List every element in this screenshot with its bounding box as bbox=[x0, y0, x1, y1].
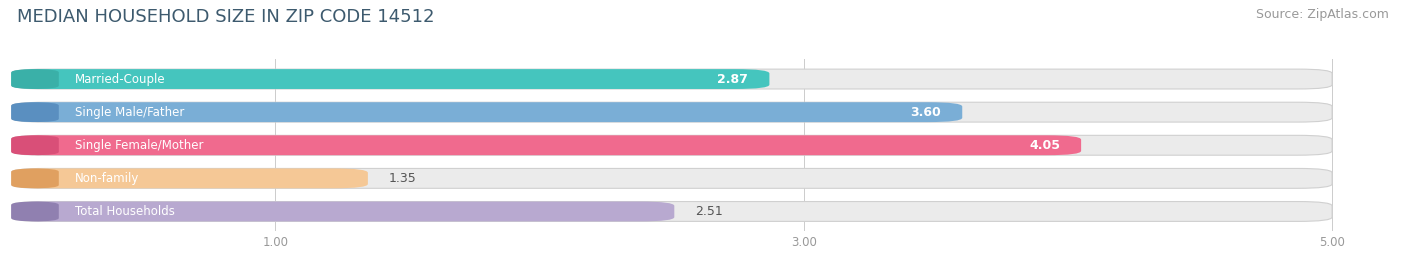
Text: Non-family: Non-family bbox=[75, 172, 139, 185]
Text: Source: ZipAtlas.com: Source: ZipAtlas.com bbox=[1256, 8, 1389, 21]
FancyBboxPatch shape bbox=[11, 69, 769, 89]
Text: 2.87: 2.87 bbox=[717, 73, 748, 86]
FancyBboxPatch shape bbox=[11, 201, 675, 221]
FancyBboxPatch shape bbox=[11, 168, 59, 188]
Text: MEDIAN HOUSEHOLD SIZE IN ZIP CODE 14512: MEDIAN HOUSEHOLD SIZE IN ZIP CODE 14512 bbox=[17, 8, 434, 26]
FancyBboxPatch shape bbox=[11, 102, 59, 122]
Text: 1.35: 1.35 bbox=[389, 172, 416, 185]
FancyBboxPatch shape bbox=[11, 102, 962, 122]
Text: 3.60: 3.60 bbox=[910, 106, 941, 119]
Text: 2.51: 2.51 bbox=[696, 205, 723, 218]
FancyBboxPatch shape bbox=[11, 135, 59, 155]
FancyBboxPatch shape bbox=[11, 135, 1081, 155]
FancyBboxPatch shape bbox=[11, 135, 1331, 155]
Text: Single Male/Father: Single Male/Father bbox=[75, 106, 184, 119]
Text: Married-Couple: Married-Couple bbox=[75, 73, 166, 86]
Text: Total Households: Total Households bbox=[75, 205, 174, 218]
Text: 4.05: 4.05 bbox=[1029, 139, 1060, 152]
FancyBboxPatch shape bbox=[11, 69, 59, 89]
FancyBboxPatch shape bbox=[11, 168, 1331, 188]
FancyBboxPatch shape bbox=[11, 102, 1331, 122]
FancyBboxPatch shape bbox=[11, 69, 1331, 89]
Text: Single Female/Mother: Single Female/Mother bbox=[75, 139, 202, 152]
FancyBboxPatch shape bbox=[11, 168, 368, 188]
FancyBboxPatch shape bbox=[11, 201, 59, 221]
FancyBboxPatch shape bbox=[11, 201, 1331, 221]
